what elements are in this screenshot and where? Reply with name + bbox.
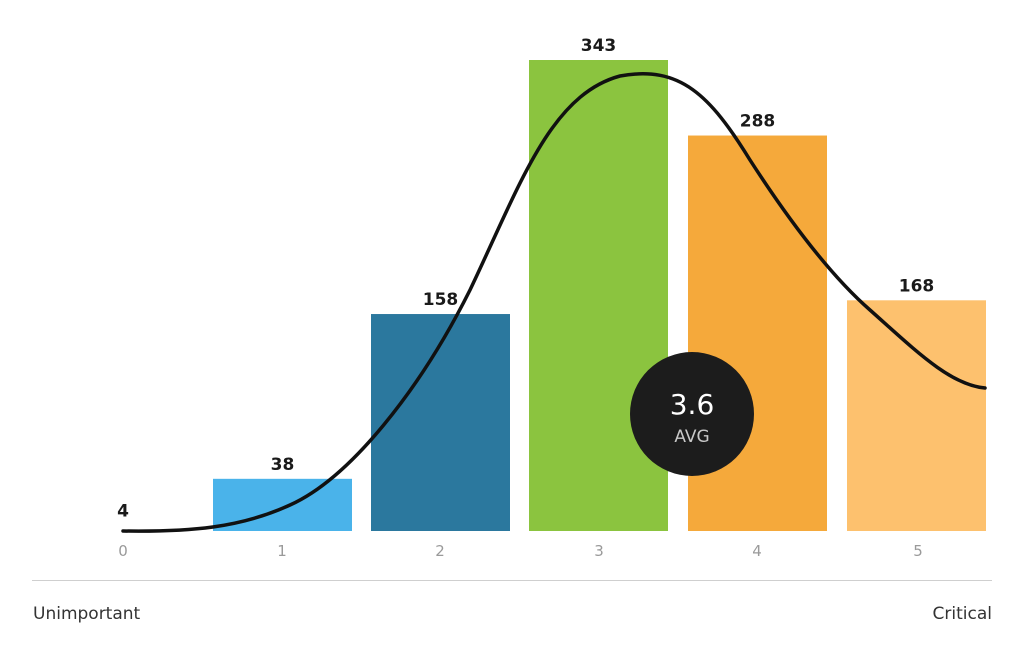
axis-divider bbox=[32, 580, 992, 581]
x-tick-0: 0 bbox=[118, 542, 128, 560]
x-tick-4: 4 bbox=[752, 542, 762, 560]
x-tick-labels-group: 0 1 2 3 4 5 bbox=[118, 542, 923, 560]
bar-5 bbox=[847, 300, 986, 531]
x-tick-2: 2 bbox=[435, 542, 445, 560]
value-label-0: 4 bbox=[117, 502, 129, 522]
bar-2 bbox=[371, 314, 510, 531]
value-label-1: 38 bbox=[271, 455, 295, 475]
x-tick-3: 3 bbox=[594, 542, 604, 560]
rating-distribution-chart: 4 38 158 343 288 168 0 1 2 3 4 5 3.6 AVG bbox=[117, 36, 987, 560]
value-label-4: 288 bbox=[740, 112, 776, 132]
value-label-5: 168 bbox=[899, 276, 935, 296]
average-value: 3.6 bbox=[670, 388, 715, 421]
x-tick-1: 1 bbox=[277, 542, 287, 560]
value-label-3: 343 bbox=[581, 36, 617, 56]
value-label-2: 158 bbox=[423, 290, 459, 310]
scale-min-label: Unimportant bbox=[33, 604, 141, 624]
scale-max-label: Critical bbox=[932, 604, 992, 624]
average-circle bbox=[630, 352, 754, 476]
average-badge: 3.6 AVG bbox=[630, 352, 754, 476]
value-labels-group: 4 38 158 343 288 168 bbox=[117, 36, 934, 522]
average-label: AVG bbox=[674, 427, 709, 447]
x-tick-5: 5 bbox=[913, 542, 923, 560]
bars-group bbox=[213, 60, 986, 531]
distribution-curve bbox=[121, 72, 987, 533]
